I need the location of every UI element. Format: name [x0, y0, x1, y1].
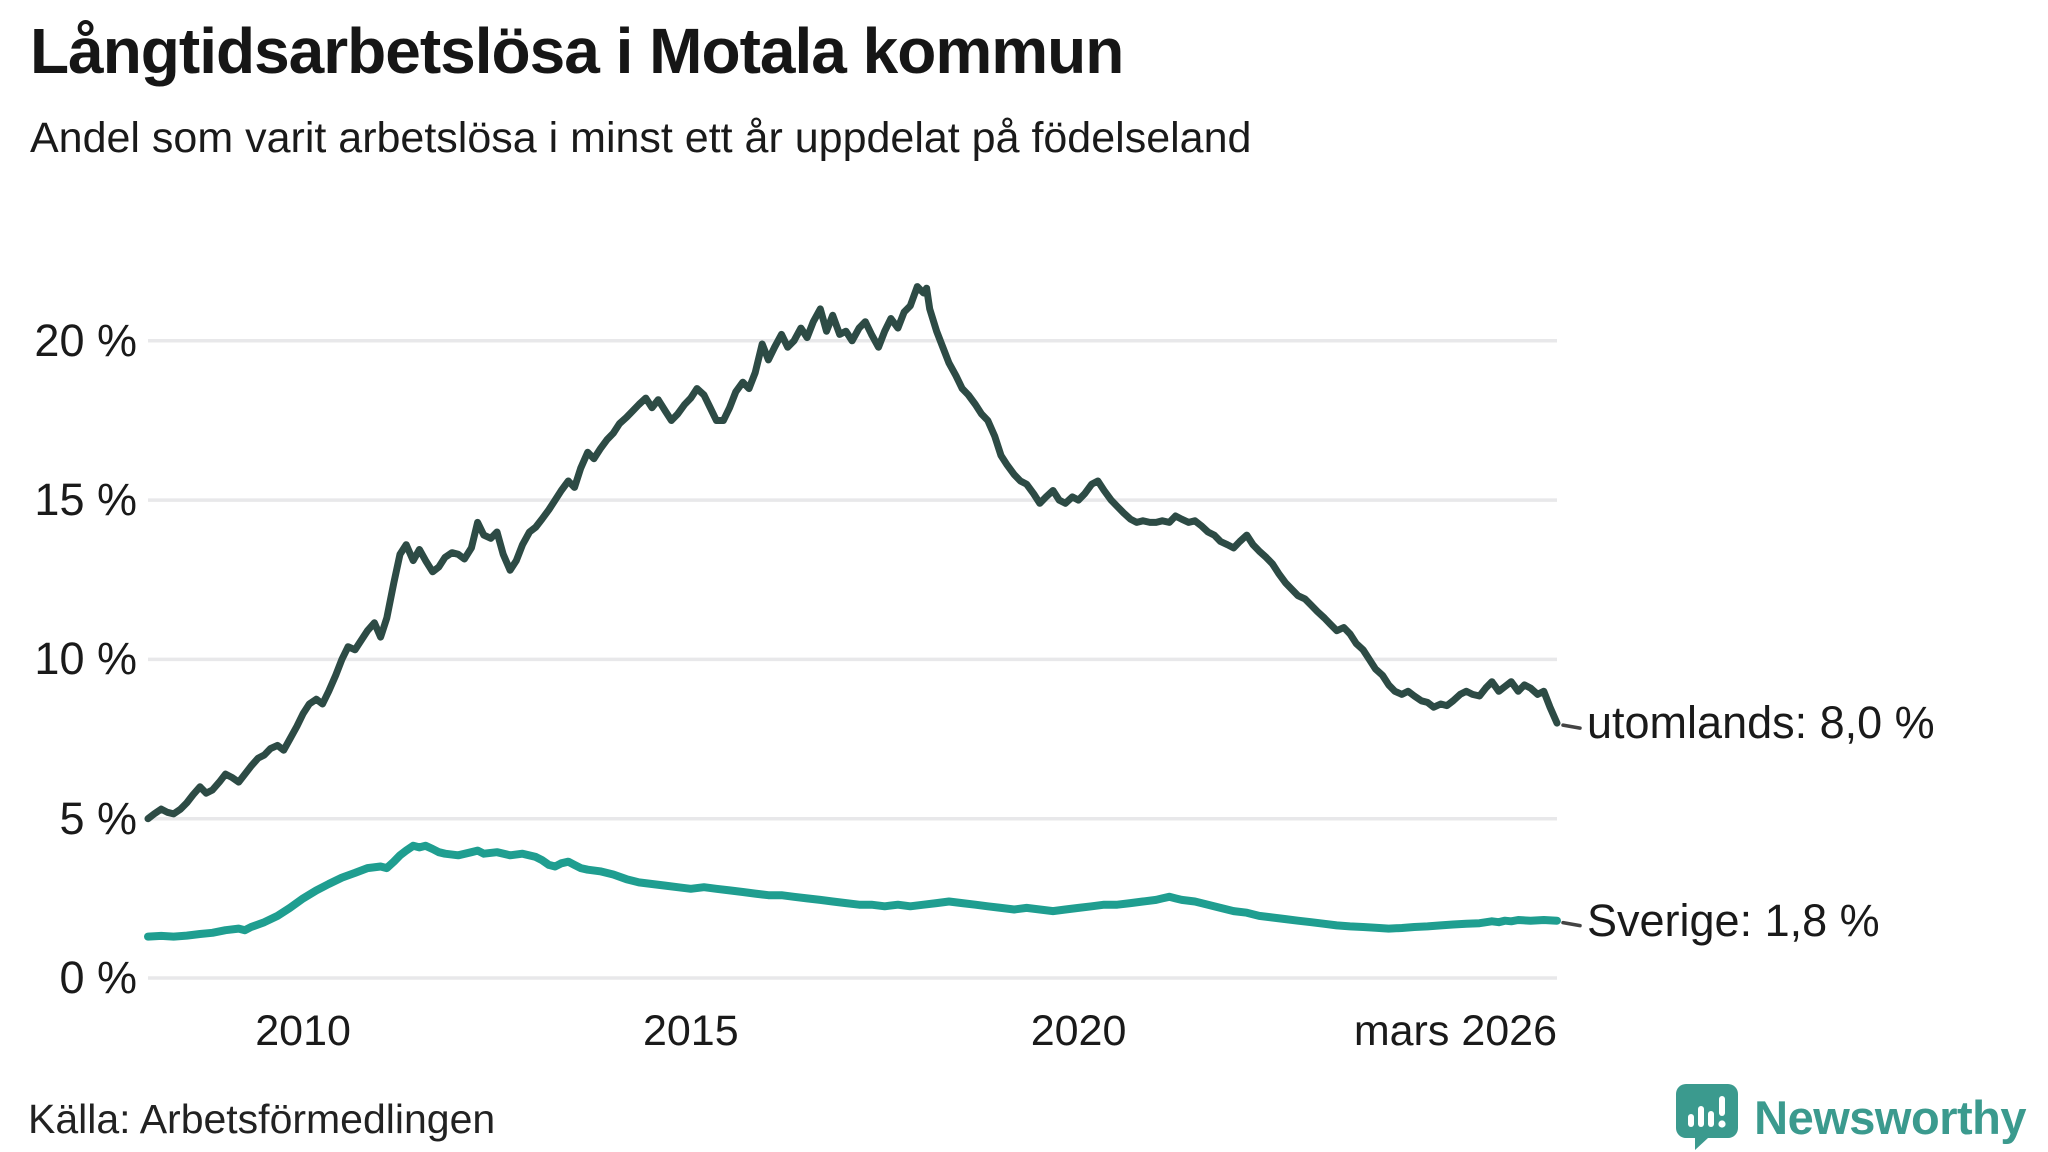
series-line-Sverige — [144, 841, 1561, 941]
x-tick-label-2020: 2020 — [1030, 1007, 1127, 1055]
y-tick-label-15: 15 % — [34, 474, 137, 526]
y-tick-label-0: 0 % — [59, 952, 137, 1003]
page-title: Långtidsarbetslösa i Motala kommun — [30, 15, 1124, 87]
exclamation-dot — [1718, 1120, 1726, 1128]
end-label-dash-utomlands — [1561, 723, 1582, 730]
x-tick-label-2015: 2015 — [642, 1007, 739, 1055]
newsworthy-icon — [1676, 1084, 1739, 1150]
x-tick-label-2010: 2010 — [255, 1007, 351, 1055]
bar-chart-glyph — [1688, 1096, 1726, 1127]
end-label-dash-Sverige — [1561, 920, 1582, 928]
series-end-label-Sverige: Sverige: 1,8 % — [1587, 894, 1880, 946]
x-tick-label-mars-2026: mars 2026 — [1353, 1007, 1557, 1055]
series-line-utomlands — [144, 283, 1561, 823]
series-end-label-utomlands: utomlands: 8,0 % — [1587, 697, 1935, 749]
y-tick-label-5: 5 % — [59, 792, 137, 844]
brand-name: Newsworthy — [1754, 1090, 2026, 1144]
chart-subtitle: Andel som varit arbetslösa i minst ett å… — [30, 114, 1252, 162]
source-note: Källa: Arbetsförmedlingen — [28, 1096, 496, 1142]
brand-logo: Newsworthy — [1674, 1082, 2026, 1152]
y-tick-label-10: 10 % — [34, 633, 137, 685]
y-tick-label-20: 20 % — [34, 314, 137, 366]
